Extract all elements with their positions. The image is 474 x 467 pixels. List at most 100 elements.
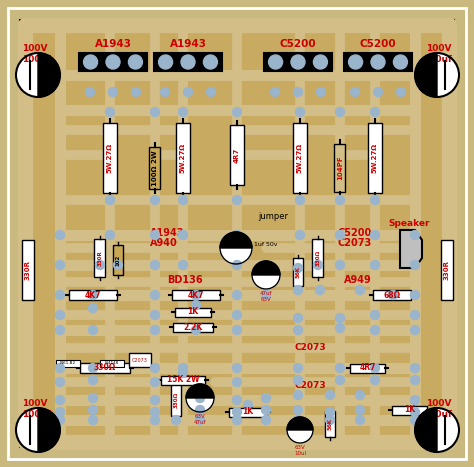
Circle shape <box>389 290 398 299</box>
Circle shape <box>295 196 304 205</box>
Circle shape <box>159 55 173 69</box>
Circle shape <box>316 285 325 295</box>
Text: C2073: C2073 <box>294 343 326 352</box>
Circle shape <box>410 396 419 404</box>
Circle shape <box>151 377 159 387</box>
Circle shape <box>336 375 345 384</box>
Text: 1uf 50v: 1uf 50v <box>254 242 277 248</box>
Circle shape <box>151 196 159 205</box>
Circle shape <box>371 261 380 269</box>
Circle shape <box>410 231 419 240</box>
Circle shape <box>95 261 104 269</box>
Circle shape <box>179 196 188 205</box>
Circle shape <box>374 87 383 97</box>
Text: A1943: A1943 <box>150 228 184 238</box>
Wedge shape <box>186 384 214 398</box>
Circle shape <box>55 311 64 319</box>
Text: 5W.27Ω: 5W.27Ω <box>297 143 303 173</box>
FancyBboxPatch shape <box>230 125 244 185</box>
Text: 100uf: 100uf <box>423 410 452 419</box>
Text: 100V: 100V <box>427 44 452 53</box>
Text: 4K7: 4K7 <box>85 290 101 299</box>
Circle shape <box>233 325 241 334</box>
Circle shape <box>313 55 328 69</box>
Text: 330R: 330R <box>98 250 102 266</box>
Text: C2073: C2073 <box>132 358 148 362</box>
FancyBboxPatch shape <box>171 384 181 416</box>
FancyBboxPatch shape <box>368 123 382 193</box>
Circle shape <box>220 232 252 264</box>
Circle shape <box>371 311 380 319</box>
Circle shape <box>410 311 419 319</box>
FancyBboxPatch shape <box>80 363 130 373</box>
Circle shape <box>233 261 241 269</box>
Circle shape <box>233 363 241 373</box>
Circle shape <box>326 416 335 425</box>
FancyBboxPatch shape <box>293 258 303 286</box>
FancyBboxPatch shape <box>392 405 428 415</box>
Circle shape <box>336 231 345 240</box>
Text: 100uf: 100uf <box>22 410 51 419</box>
Circle shape <box>89 375 98 384</box>
FancyBboxPatch shape <box>8 8 466 459</box>
Circle shape <box>356 416 365 425</box>
FancyBboxPatch shape <box>373 290 411 300</box>
Circle shape <box>371 375 380 384</box>
FancyBboxPatch shape <box>350 363 385 373</box>
Circle shape <box>410 290 419 299</box>
Circle shape <box>151 290 159 299</box>
Circle shape <box>151 396 159 404</box>
Circle shape <box>410 261 419 269</box>
Circle shape <box>371 363 380 373</box>
Circle shape <box>161 87 170 97</box>
Text: A1943: A1943 <box>170 39 207 49</box>
Circle shape <box>233 377 241 387</box>
Circle shape <box>151 325 159 334</box>
FancyBboxPatch shape <box>69 290 117 300</box>
Text: IN4148: IN4148 <box>105 361 119 365</box>
Text: 68Ω: 68Ω <box>383 290 401 299</box>
FancyBboxPatch shape <box>229 408 267 417</box>
Circle shape <box>252 261 280 289</box>
Circle shape <box>191 300 201 310</box>
Circle shape <box>410 408 419 417</box>
Circle shape <box>55 290 64 299</box>
Circle shape <box>396 87 405 97</box>
Circle shape <box>371 107 380 116</box>
FancyBboxPatch shape <box>56 360 80 367</box>
Wedge shape <box>38 408 60 452</box>
Text: 100uf: 100uf <box>423 55 452 64</box>
Text: C5200: C5200 <box>360 39 396 49</box>
Circle shape <box>186 384 214 412</box>
FancyBboxPatch shape <box>94 239 106 277</box>
Circle shape <box>181 55 195 69</box>
Circle shape <box>291 55 305 69</box>
Circle shape <box>179 368 188 377</box>
Circle shape <box>336 324 345 333</box>
Circle shape <box>106 196 115 205</box>
Circle shape <box>55 231 64 240</box>
Circle shape <box>179 231 188 240</box>
Text: 1K: 1K <box>404 405 416 415</box>
Circle shape <box>55 396 64 404</box>
Text: 63V
47uf: 63V 47uf <box>194 414 206 425</box>
FancyBboxPatch shape <box>344 53 412 71</box>
Circle shape <box>293 405 302 415</box>
FancyBboxPatch shape <box>113 245 123 275</box>
Text: 4R7: 4R7 <box>234 148 240 163</box>
Text: Speaker: Speaker <box>388 219 429 228</box>
Text: 1K: 1K <box>187 307 199 317</box>
Circle shape <box>293 390 302 399</box>
Circle shape <box>183 87 192 97</box>
FancyBboxPatch shape <box>335 144 346 192</box>
FancyBboxPatch shape <box>161 375 205 384</box>
FancyBboxPatch shape <box>129 353 151 367</box>
Circle shape <box>371 55 385 69</box>
Circle shape <box>233 107 241 116</box>
Circle shape <box>195 405 204 415</box>
FancyBboxPatch shape <box>325 411 335 437</box>
Text: 63V
10ul: 63V 10ul <box>294 445 306 456</box>
Text: 100uf: 100uf <box>22 55 51 64</box>
Circle shape <box>410 375 419 384</box>
Text: 330Ω: 330Ω <box>316 250 320 266</box>
